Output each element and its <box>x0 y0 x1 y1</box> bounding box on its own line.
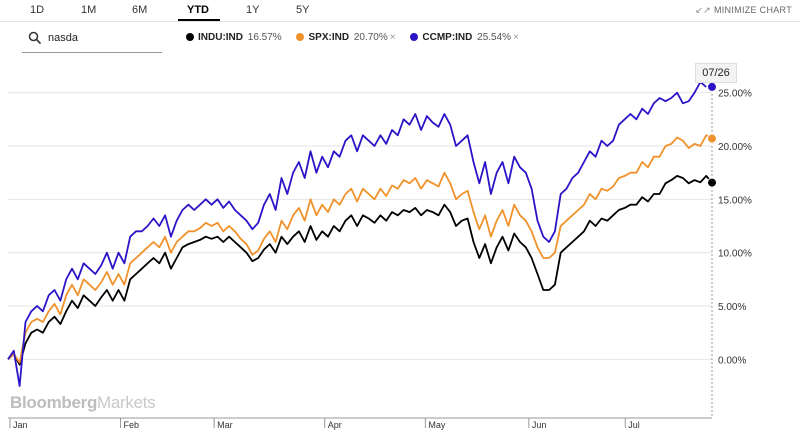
legend-symbol: SPX:IND <box>308 32 350 43</box>
legend-change: 25.54% <box>477 32 512 43</box>
legend-change: 20.70% <box>353 32 388 43</box>
range-tabs: 1D 1M 6M YTD 1Y 5Y <box>0 0 340 21</box>
tab-6m[interactable]: 6M <box>132 4 148 16</box>
tab-5y[interactable]: 5Y <box>296 4 310 16</box>
legend-dot <box>186 33 194 41</box>
minimize-chart-button[interactable]: ↙↗ MINIMIZE CHART <box>695 5 792 16</box>
legend-change: 16.57% <box>247 32 282 43</box>
legend-symbol: CCMP:IND <box>422 32 473 43</box>
y-tick-label: 5.00% <box>718 302 746 313</box>
x-tick-label: Jun <box>532 420 547 430</box>
legend: INDU:IND 16.57% SPX:IND 20.70% × CCMP:IND… <box>186 32 531 43</box>
series-end-marker <box>707 133 717 144</box>
x-tick-label: May <box>428 420 446 430</box>
legend-item-indu: INDU:IND 16.57% <box>186 32 282 43</box>
y-tick-label: 20.00% <box>718 142 752 153</box>
x-tick-label: Apr <box>328 420 342 430</box>
x-tick-label: Jul <box>628 420 640 430</box>
brand-watermark: BloombergMarkets <box>10 393 156 413</box>
minimize-icon: ↙↗ <box>695 5 711 15</box>
series-end-marker <box>707 81 717 92</box>
search-input[interactable] <box>48 29 158 47</box>
search-icon[interactable] <box>28 31 42 45</box>
search-box <box>22 26 162 53</box>
legend-dot <box>296 33 305 41</box>
x-tick-label: Jan <box>13 420 28 430</box>
legend-item-ccmp: CCMP:IND 25.54% × <box>410 32 519 43</box>
series-end-marker <box>707 177 717 188</box>
header-divider <box>0 21 800 22</box>
x-tick-label: Mar <box>217 420 233 430</box>
brand-bold: Bloomberg <box>10 393 98 412</box>
legend-symbol: INDU:IND <box>198 32 243 43</box>
remove-series-button[interactable]: × <box>389 32 396 43</box>
tab-1m[interactable]: 1M <box>81 4 97 16</box>
minimize-label: MINIMIZE CHART <box>713 5 792 15</box>
x-tick-label: Feb <box>124 420 140 430</box>
active-tab-indicator <box>178 19 220 21</box>
series-line <box>7 174 713 366</box>
series-line <box>7 81 707 387</box>
legend-dot <box>410 33 419 41</box>
series-line <box>7 134 713 364</box>
tab-ytd[interactable]: YTD <box>187 4 209 16</box>
y-tick-label: 0.00% <box>718 355 746 366</box>
legend-item-spx: SPX:IND 20.70% × <box>296 32 396 43</box>
tab-1y[interactable]: 1Y <box>246 4 260 16</box>
current-date-label: 07/26 <box>695 63 737 83</box>
y-tick-label: 10.00% <box>718 249 752 260</box>
remove-series-button[interactable]: × <box>513 32 519 43</box>
y-tick-label: 25.00% <box>718 89 752 100</box>
tab-1d[interactable]: 1D <box>30 4 45 16</box>
brand-light: Markets <box>97 393 156 412</box>
y-tick-label: 15.00% <box>718 195 752 206</box>
